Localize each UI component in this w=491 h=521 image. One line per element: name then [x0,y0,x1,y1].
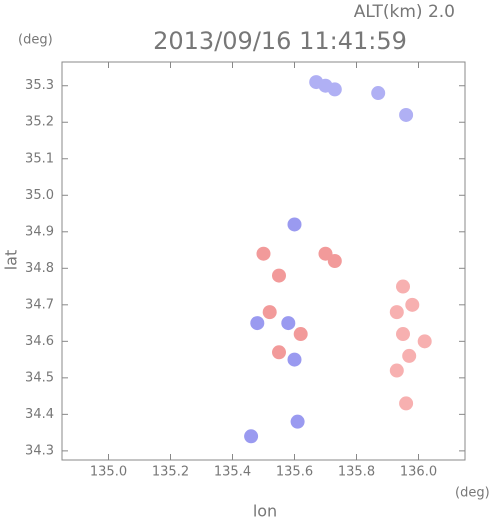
echo-point [405,297,420,312]
plot-frame [61,61,466,461]
echo-point [402,348,417,363]
x-axis-label: lon [253,502,277,521]
echo-point [293,327,308,342]
subtitle: ALT(km) 2.0 [354,2,455,22]
echo-point [287,217,302,232]
echo-point [272,345,286,360]
y-tick-label: 35.1 [25,151,54,166]
y-tick-label: 34.4 [25,407,54,422]
y-tick-label: 34.3 [25,443,54,458]
echo-point [244,429,259,444]
echo-point [396,279,410,294]
echo-point [327,82,342,97]
echo-point [272,268,286,283]
echo-point [371,86,386,101]
echo-point [399,396,414,411]
echo-point [389,363,404,378]
y-tick-label: 34.8 [25,261,54,276]
y-tick-label: 34.9 [25,224,54,239]
echo-point [309,75,324,90]
echo-point [417,334,432,349]
echo-point [327,254,342,268]
echo-point [399,107,414,122]
y-axis-label: lat [2,250,21,271]
echo-point [281,316,296,331]
echo-point [396,327,410,342]
x-tick-label: 135.4 [214,465,251,480]
x-tick-label: 135.2 [152,465,189,480]
echo-point [262,305,277,320]
x-tick-label: 135.8 [338,465,375,480]
y-tick-label: 35.2 [25,115,54,130]
x-tick-label: 135.6 [276,465,313,480]
x-tick-label: 135.0 [90,465,127,480]
echo-point [250,316,265,331]
y-tick-label: 34.7 [25,297,54,312]
echo-point [389,305,404,320]
y-tick-label: 34.6 [25,334,54,349]
echo-point [287,352,302,367]
y-tick-label: 34.5 [25,370,54,385]
y-tick-label: 35.0 [25,188,54,203]
echo-point [256,246,271,261]
y-tick-label: 35.3 [25,78,54,93]
x-tick-label: 136.0 [400,465,437,480]
chart-title: 2013/09/16 11:41:59 [153,27,407,55]
y-unit: (deg) [18,33,53,48]
echo-point [290,414,305,429]
x-unit: (deg) [455,486,490,501]
